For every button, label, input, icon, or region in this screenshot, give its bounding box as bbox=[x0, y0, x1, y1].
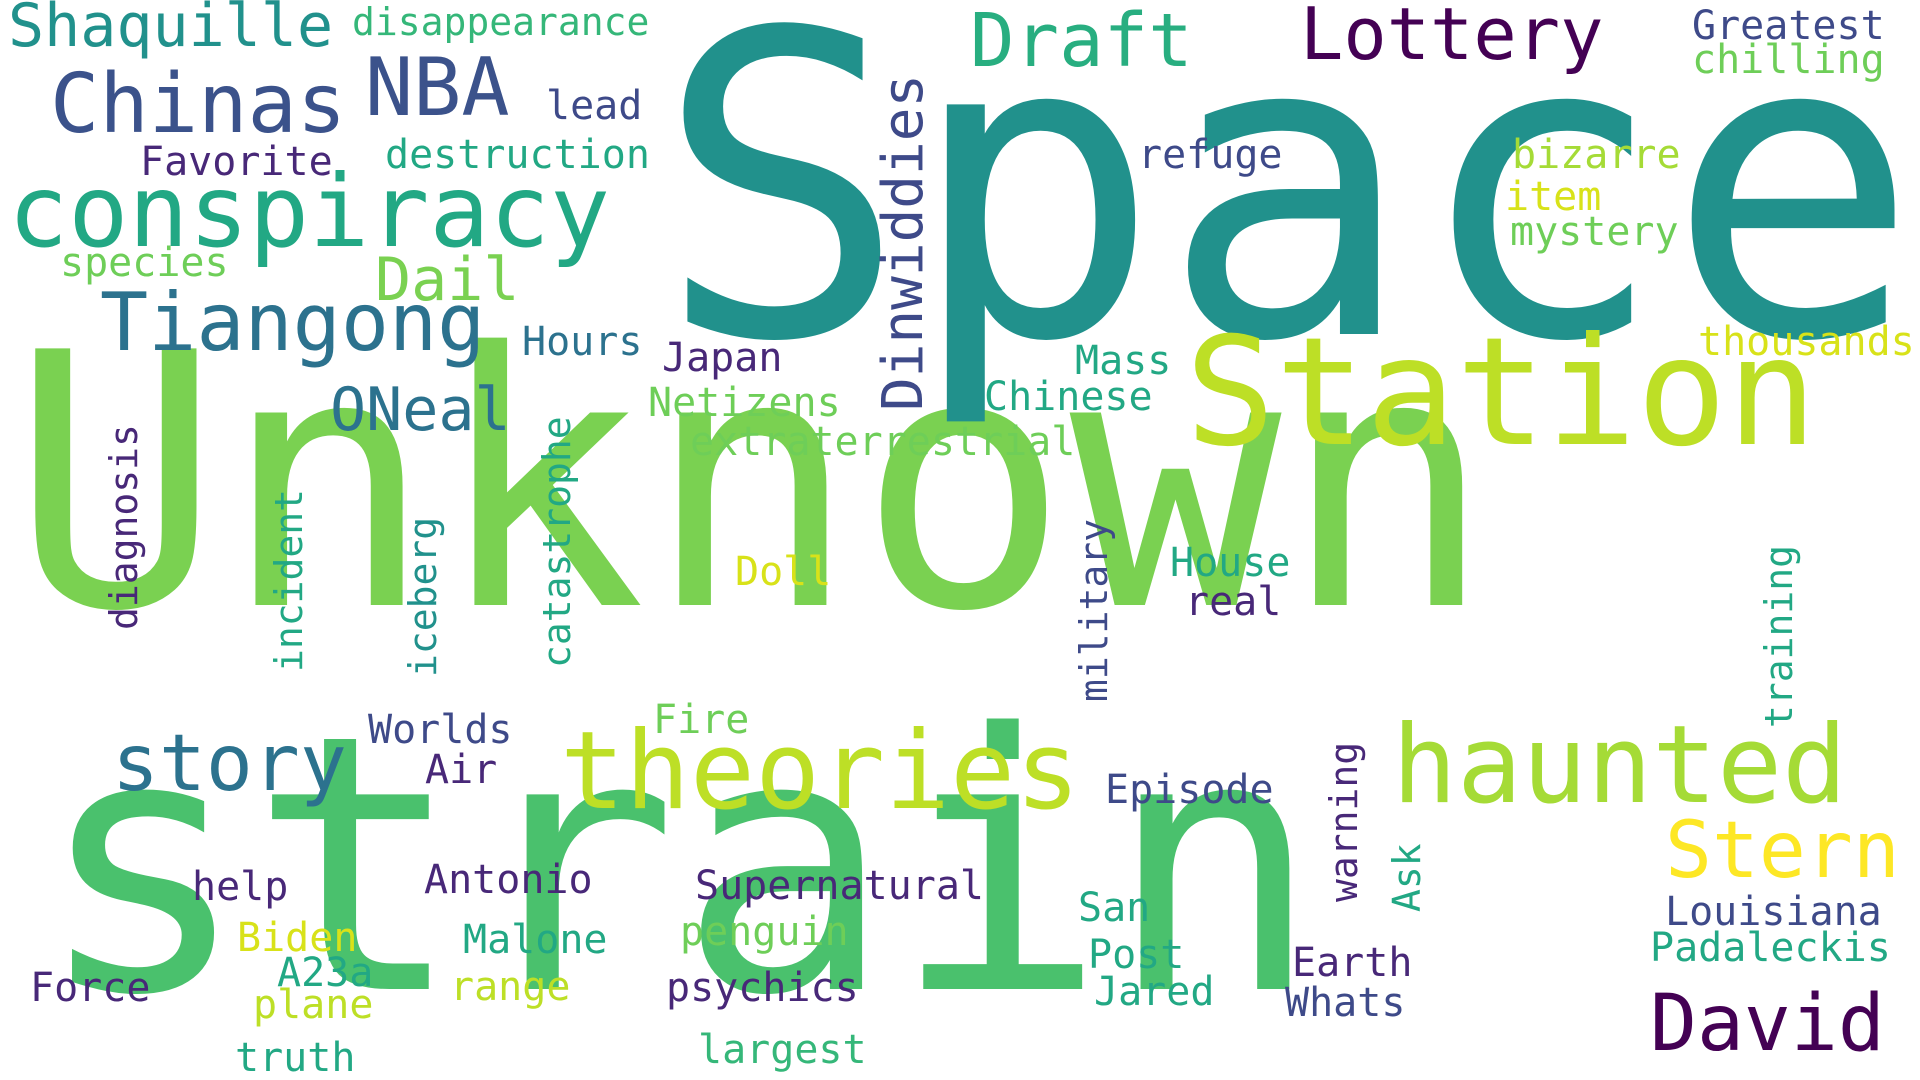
word-psychics: psychics bbox=[666, 965, 859, 1011]
word-chinese: Chinese bbox=[984, 374, 1153, 420]
word-penguin: penguin bbox=[680, 909, 849, 955]
word-supernatural: Supernatural bbox=[695, 863, 984, 909]
word-ask: Ask bbox=[1385, 843, 1429, 912]
word-bizarre: bizarre bbox=[1512, 132, 1681, 178]
word-netizens: Netizens bbox=[648, 380, 841, 426]
word-shaquille: Shaquille bbox=[8, 0, 334, 61]
word-theories: theories bbox=[560, 709, 1081, 834]
word-largest: largest bbox=[698, 1027, 867, 1073]
word-plane: plane bbox=[253, 982, 374, 1028]
word-catastrophe: catastrophe bbox=[535, 416, 579, 668]
word-lottery: Lottery bbox=[1300, 0, 1604, 76]
word-extraterrestrial: extraterrestrial bbox=[690, 419, 1076, 465]
word-station: Station bbox=[1185, 306, 1818, 480]
word-earth: Earth bbox=[1292, 940, 1413, 986]
word-truth: truth bbox=[235, 1035, 356, 1080]
word-san: San bbox=[1078, 885, 1151, 931]
word-refuge: refuge bbox=[1138, 132, 1283, 178]
word-a23a: A23a bbox=[277, 950, 374, 996]
word-chilling: chilling bbox=[1692, 37, 1885, 83]
word-stern: Stern bbox=[1665, 806, 1900, 896]
word-greatest: Greatest bbox=[1692, 3, 1885, 49]
word-worlds: Worlds bbox=[368, 707, 513, 753]
word-range: range bbox=[450, 964, 571, 1010]
word-dail: Dail bbox=[375, 245, 520, 315]
word-dinwiddies: Dinwiddies bbox=[871, 73, 936, 411]
word-doll: Doll bbox=[735, 549, 832, 595]
word-house: House bbox=[1170, 540, 1291, 586]
word-hours: Hours bbox=[522, 319, 643, 365]
word-conspiracy: conspiracy bbox=[8, 153, 611, 270]
word-haunted: haunted bbox=[1392, 703, 1848, 828]
word-fire: Fire bbox=[653, 697, 750, 743]
word-training: training bbox=[1757, 544, 1801, 728]
word-padaleckis: Padaleckis bbox=[1650, 925, 1891, 971]
word-mass: Mass bbox=[1075, 338, 1172, 384]
word-malone: Malone bbox=[463, 917, 608, 963]
word-chinas: Chinas bbox=[50, 57, 347, 152]
word-warning: warning bbox=[1322, 741, 1366, 902]
word-disappearance: disappearance bbox=[352, 0, 650, 44]
word-force: Force bbox=[30, 965, 151, 1011]
word-species: species bbox=[60, 240, 229, 286]
word-unknown: Unknown bbox=[10, 279, 1494, 689]
word-lead: lead bbox=[546, 83, 643, 129]
word-thousands: thousands bbox=[1698, 319, 1915, 365]
word-draft: Draft bbox=[970, 0, 1193, 84]
word-favorite: Favorite bbox=[140, 139, 333, 185]
word-help: help bbox=[192, 864, 289, 910]
word-post: Post bbox=[1088, 932, 1185, 978]
word-episode: Episode bbox=[1105, 767, 1274, 813]
word-space: Space bbox=[655, 0, 1920, 434]
word-real: real bbox=[1185, 579, 1282, 625]
word-incident: incident bbox=[267, 488, 311, 672]
word-louisiana: Louisiana bbox=[1665, 889, 1882, 935]
word-biden: Biden bbox=[237, 915, 358, 961]
word-tiangong: Tiangong bbox=[100, 276, 486, 369]
word-jared: Jared bbox=[1094, 969, 1215, 1015]
word-japan: Japan bbox=[662, 335, 783, 381]
word-nba: NBA bbox=[365, 41, 510, 134]
word-antonio: Antonio bbox=[424, 857, 593, 903]
word-strain: strain bbox=[35, 659, 1321, 1073]
word-item: item bbox=[1505, 174, 1602, 220]
word-military: military bbox=[1072, 518, 1116, 702]
word-diagnosis: diagnosis bbox=[102, 424, 146, 630]
word-story: story bbox=[112, 719, 347, 809]
word-air: Air bbox=[425, 747, 498, 793]
word-oneal: ONeal bbox=[330, 375, 511, 445]
word-mystery: mystery bbox=[1510, 209, 1679, 255]
word-iceberg: iceberg bbox=[401, 516, 445, 677]
word-destruction: destruction bbox=[385, 132, 650, 178]
word-david: David bbox=[1650, 979, 1885, 1069]
word-whats: Whats bbox=[1285, 980, 1406, 1026]
